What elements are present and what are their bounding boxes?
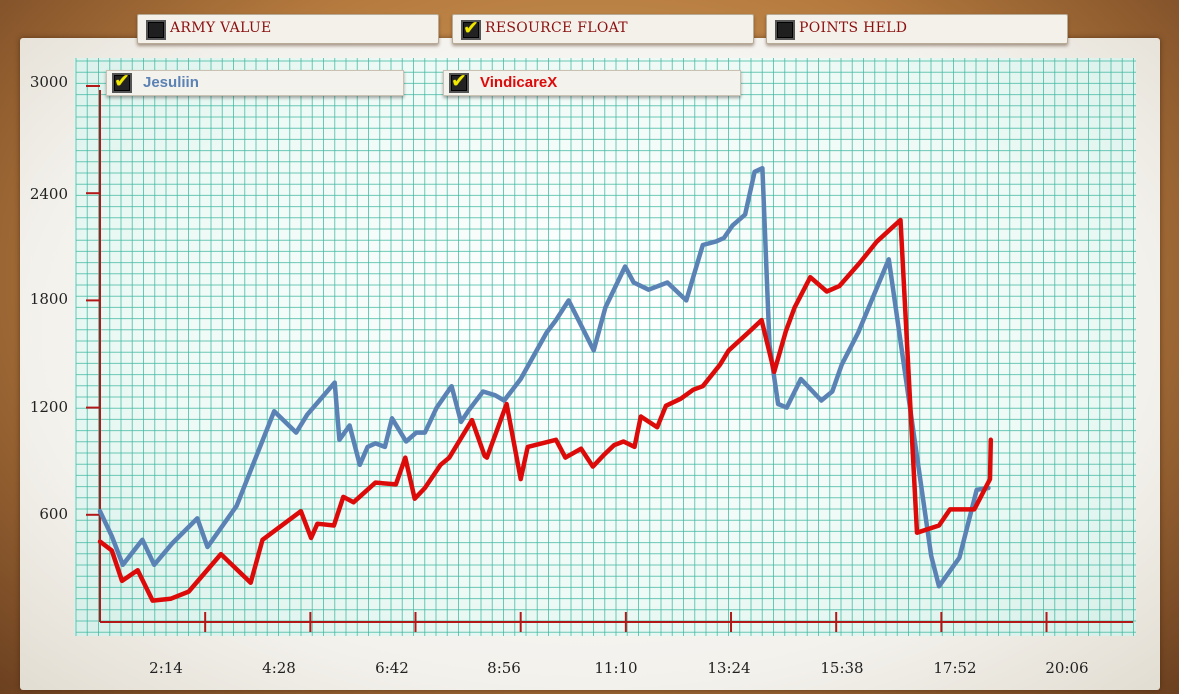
army-value-label: ARMY VALUE xyxy=(170,20,272,36)
y-tick-label: 1200 xyxy=(29,398,68,416)
y-tick-label: 600 xyxy=(39,505,68,523)
series-lines xyxy=(97,165,994,603)
x-tick-label: 15:38 xyxy=(820,659,864,677)
x-tick-label: 6:42 xyxy=(375,659,409,677)
x-tick-label: 20:06 xyxy=(1045,659,1089,677)
vindicarex-checkbox[interactable] xyxy=(449,70,469,93)
x-tick-label: 13:24 xyxy=(707,659,751,677)
series-line-vindicarex xyxy=(97,217,994,603)
grid xyxy=(75,58,1136,636)
axes xyxy=(86,85,1133,632)
points-held-tab[interactable]: POINTS HELD xyxy=(766,14,1068,44)
army-value-tab[interactable]: ARMY VALUE xyxy=(137,14,439,44)
legend-label-jesuliin: Jesuliin xyxy=(143,74,199,91)
y-tick-label: 2400 xyxy=(29,185,68,203)
jesuliin-checkbox[interactable] xyxy=(112,70,132,93)
x-tick-label: 17:52 xyxy=(933,659,977,677)
resource-float-checkbox[interactable] xyxy=(461,17,481,40)
resource-float-tab[interactable]: RESOURCE FLOAT xyxy=(452,14,754,44)
x-tick-label: 8:56 xyxy=(487,659,521,677)
legend-jesuliin[interactable]: Jesuliin xyxy=(106,70,404,96)
points-held-checkbox[interactable] xyxy=(775,20,795,40)
y-tick-label: 3000 xyxy=(29,73,68,91)
x-tick-label: 11:10 xyxy=(594,659,638,677)
series-line-jesuliin xyxy=(97,165,991,589)
army-value-checkbox[interactable] xyxy=(146,20,166,40)
legend-vindicarex[interactable]: VindicareX xyxy=(443,70,741,96)
legend-label-vindicarex: VindicareX xyxy=(480,74,558,91)
y-tick-label: 1800 xyxy=(29,290,68,308)
points-held-label: POINTS HELD xyxy=(799,20,908,36)
x-tick-label: 4:28 xyxy=(262,659,296,677)
x-tick-label: 2:14 xyxy=(149,659,183,677)
resource-float-label: RESOURCE FLOAT xyxy=(485,20,628,36)
